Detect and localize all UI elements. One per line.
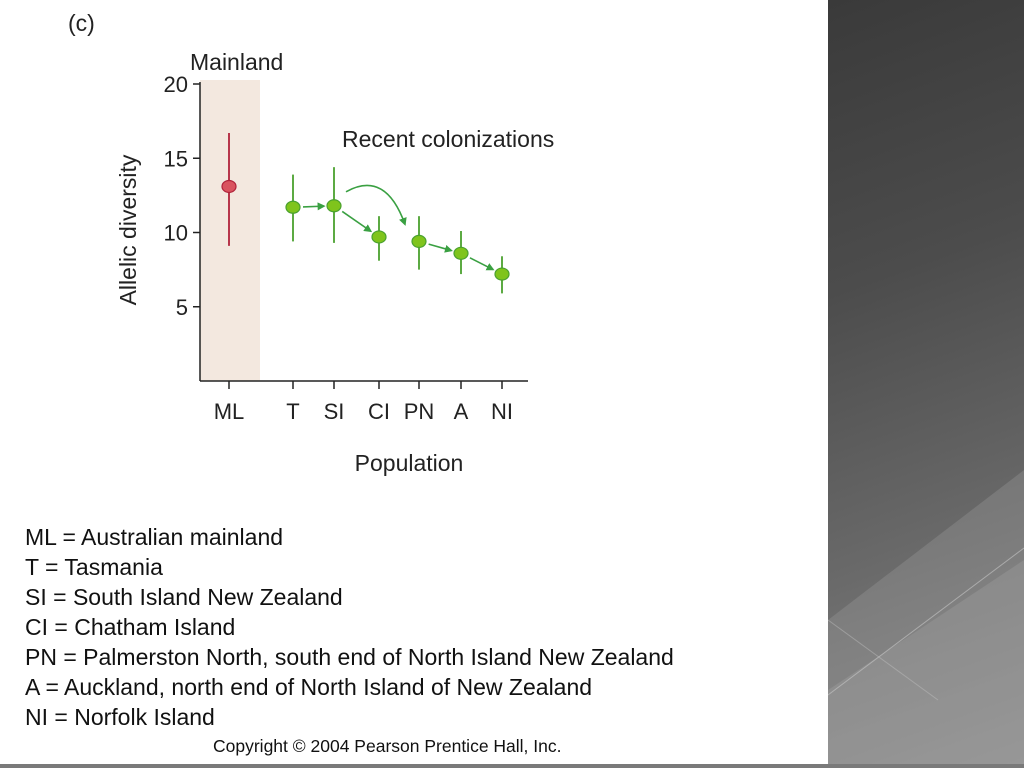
x-tick-label: A	[454, 399, 469, 424]
legend-item: NI = Norfolk Island	[25, 704, 215, 730]
data-point	[494, 267, 510, 281]
slide: (c) Mainland Recent colonizations 5 10 15 20 ML…	[25, 10, 674, 756]
panel-label: (c)	[68, 10, 95, 36]
copyright-notice: Copyright © 2004 Pearson Prentice Hall, …	[213, 736, 562, 756]
mainland-label: Mainland	[190, 49, 283, 75]
decorative-lines	[828, 470, 1024, 768]
legend-item: SI = South Island New Zealand	[25, 584, 343, 610]
data-point	[411, 234, 427, 249]
allelic-diversity-chart: (c) Mainland Recent colonizations 5 10 15 20 ML…	[68, 10, 554, 476]
x-tick-label: ML	[214, 399, 245, 424]
colonization-arrow	[428, 243, 453, 253]
y-tick-label: 5	[176, 295, 188, 320]
background-decoration	[828, 0, 1024, 768]
data-point	[221, 179, 237, 194]
data-point	[453, 246, 469, 260]
colonization-arrow	[469, 257, 495, 271]
data-point	[371, 230, 387, 244]
y-tick-label: 15	[164, 146, 188, 171]
colonization-arrow	[302, 202, 326, 211]
colonization-arrow	[345, 184, 407, 226]
y-axis-label: Allelic diversity	[115, 154, 141, 305]
legend-item: PN = Palmerston North, south end of Nort…	[25, 644, 674, 670]
x-tick-label: SI	[324, 399, 345, 424]
y-tick-label: 10	[164, 221, 188, 246]
legend-item: T = Tasmania	[25, 554, 163, 580]
x-tick-label: CI	[368, 399, 390, 424]
x-tick-label: T	[286, 399, 299, 424]
recent-colonizations-label: Recent colonizations	[342, 126, 554, 152]
x-tick-label: NI	[491, 399, 513, 424]
legend-item: A = Auckland, north end of North Island …	[25, 674, 593, 700]
data-point	[326, 199, 342, 213]
legend-item: ML = Australian mainland	[25, 524, 284, 550]
x-axis-label: Population	[355, 450, 464, 476]
bottom-strip	[0, 764, 1024, 768]
data-point	[285, 200, 301, 214]
abbreviation-legend: ML = Australian mainland T = Tasmania SI…	[25, 522, 674, 732]
mainland-band	[200, 80, 260, 381]
colonization-arrow	[341, 210, 373, 233]
y-tick-label: 20	[164, 72, 188, 97]
x-tick-label: PN	[404, 399, 435, 424]
legend-item: CI = Chatham Island	[25, 614, 236, 640]
